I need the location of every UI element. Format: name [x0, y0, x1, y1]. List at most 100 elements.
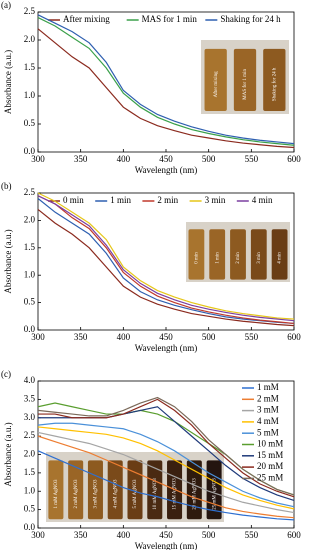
inset-vial [186, 460, 202, 520]
x-tick-label: 500 [202, 530, 216, 540]
x-tick-label: 300 [31, 154, 45, 164]
inset-label: MAS for 1 min [243, 69, 248, 100]
y-tick-label: 1.0 [24, 90, 36, 100]
y-axis-label: Absorbance (a.u.) [3, 422, 13, 486]
x-tick-label: 450 [159, 530, 173, 540]
legend-label: 3 mM [257, 405, 279, 415]
y-tick-label: 2.5 [24, 430, 36, 440]
y-tick-label: 3.0 [24, 412, 36, 422]
inset-vial [87, 460, 103, 520]
inset-label: 1 mM AgNO3 [54, 479, 59, 508]
inset-vial [209, 229, 226, 280]
inset-vial [68, 460, 84, 520]
inset-vial [147, 460, 163, 520]
series-line [37, 422, 295, 508]
legend-label: Shaking for 24 h [220, 14, 281, 24]
series-line [37, 426, 295, 510]
series-line [37, 192, 295, 320]
series-line [37, 208, 295, 327]
inset-label: After mixing [214, 71, 219, 97]
legend-label: 15 mM [257, 450, 283, 460]
inset-vial [271, 229, 288, 280]
series-line [37, 450, 295, 521]
x-tick-label: 400 [117, 332, 131, 342]
series-line [37, 195, 295, 325]
x-tick-label: 600 [287, 530, 301, 540]
legend-label: 4 min [252, 195, 273, 205]
series-line [37, 17, 295, 146]
legend-label: 10 mM [257, 439, 283, 449]
y-axis-label: Absorbance (a.u.) [3, 229, 13, 293]
inset-label: 4 mM AgNO3 [113, 479, 118, 508]
y-tick-label: 0.5 [24, 118, 36, 128]
inset-vial [188, 229, 205, 280]
legend-label: 25 mM [257, 472, 283, 482]
inset-label: 4 min [278, 252, 283, 264]
x-axis-label: Wavelength (nm) [135, 165, 198, 175]
inset-label: 5 mM AgNO3 [133, 479, 138, 508]
legend-label: 1 mM [257, 382, 279, 392]
inset-vial [233, 48, 257, 112]
inset-label: 3 min [257, 252, 262, 264]
y-tick-label: 0.5 [24, 504, 36, 514]
inset-label: 15 mM AgNO3 [173, 478, 178, 510]
x-tick-label: 500 [202, 332, 216, 342]
x-tick-label: 500 [202, 154, 216, 164]
panel-label: (b) [1, 181, 12, 191]
y-tick-label: 2.5 [24, 6, 36, 16]
y-tick-label: 2.0 [24, 214, 36, 224]
x-tick-label: 550 [245, 154, 259, 164]
x-tick-label: 350 [74, 530, 88, 540]
panel-label: (a) [1, 0, 11, 10]
inset-vial [107, 460, 123, 520]
y-axis-label: Absorbance (a.u.) [3, 50, 13, 114]
legend-label: MAS for 1 min [142, 14, 198, 24]
y-tick-label: 0.0 [24, 146, 36, 156]
inset-vial [230, 229, 246, 280]
figure: (a) After mixing MAS for 1 min Shaking for … [1, 0, 301, 550]
x-tick-label: 450 [159, 154, 173, 164]
series-line [37, 396, 295, 496]
inset-vial [206, 460, 222, 520]
x-tick-label: 450 [159, 332, 173, 342]
series-line [37, 435, 295, 519]
series-line [37, 431, 295, 514]
x-tick-label: 350 [74, 154, 88, 164]
inset-vial [48, 460, 64, 520]
inset-vial [250, 229, 267, 280]
y-tick-label: 4.0 [24, 375, 36, 385]
x-tick-label: 300 [31, 530, 45, 540]
y-tick-label: 3.5 [24, 393, 36, 403]
legend-label: 2 mM [257, 393, 279, 403]
x-tick-label: 550 [245, 530, 259, 540]
x-tick-label: 350 [74, 332, 88, 342]
inset-label: 2 min [236, 252, 241, 264]
inset-vial [127, 460, 143, 520]
inset-vial [263, 48, 286, 112]
legend-label: 20 mM [257, 461, 283, 471]
legend-label: 4 mM [257, 416, 279, 426]
y-tick-label: 1.5 [24, 62, 36, 72]
legend-label: 3 min [205, 195, 226, 205]
y-tick-label: 2.5 [24, 187, 36, 197]
series-line [37, 28, 295, 149]
inset-vial [204, 48, 227, 112]
x-tick-label: 400 [117, 530, 131, 540]
x-tick-label: 550 [245, 332, 259, 342]
y-tick-label: 2.0 [24, 34, 36, 44]
inset-label: 20 mM AgNO3 [192, 478, 197, 510]
inset-label: 1 min [215, 252, 220, 264]
x-axis-label: Wavelength (nm) [135, 541, 198, 550]
y-tick-label: 2.0 [24, 449, 36, 459]
x-tick-label: 600 [287, 332, 301, 342]
legend-label: 5 mM [257, 427, 279, 437]
legend-label: 1 min [110, 195, 131, 205]
legend-label: 0 min [63, 195, 84, 205]
panel-label: (c) [1, 369, 11, 379]
y-tick-label: 0.0 [24, 324, 36, 334]
y-tick-label: 0.0 [24, 522, 36, 532]
y-tick-label: 1.5 [24, 467, 36, 477]
inset-label: 10 mM AgNO3 [153, 478, 158, 510]
legend-label: After mixing [63, 14, 110, 24]
series-line [37, 195, 295, 322]
